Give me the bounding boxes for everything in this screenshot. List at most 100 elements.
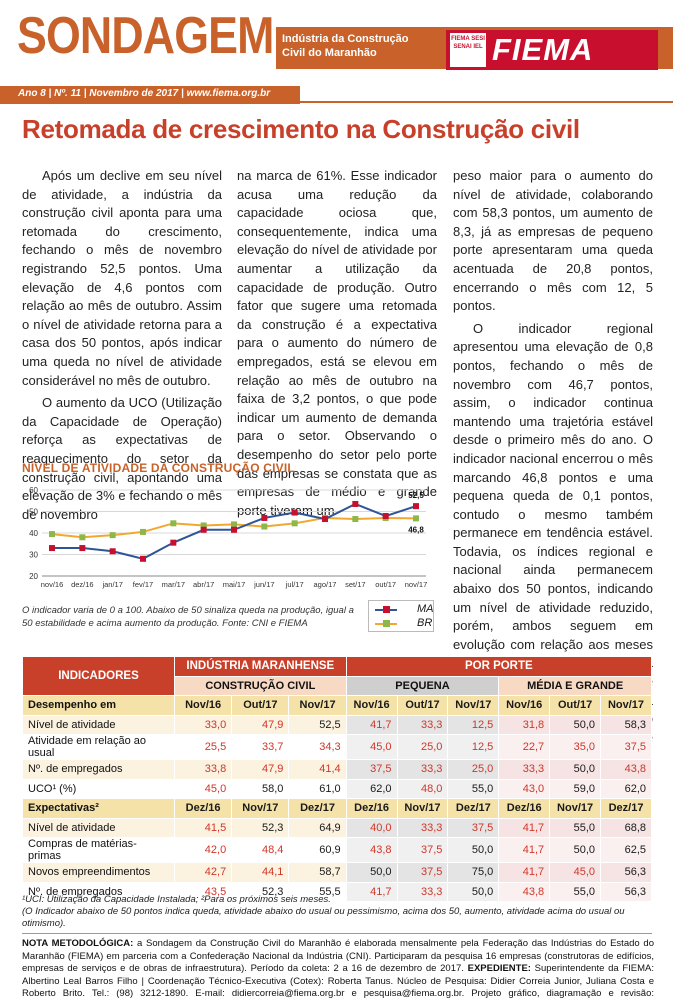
table-cell: 33,3 — [498, 759, 551, 780]
period-header: Nov/17 — [231, 798, 290, 819]
data-point-ma — [200, 526, 207, 533]
table-cell: 64,9 — [288, 817, 347, 838]
table-cell: 25,0 — [447, 759, 500, 780]
issue-bar: Ano 8 | Nº. 11 | Novembro de 2017 | www.… — [0, 86, 673, 104]
table-cell: 42,7 — [173, 862, 233, 883]
data-point-br — [200, 522, 207, 529]
subhead-line1: Indústria da Construção — [282, 33, 409, 45]
y-tick-label: 40 — [29, 529, 38, 538]
table-cell: 40,0 — [345, 817, 398, 838]
period-header: Nov/17 — [288, 695, 347, 716]
legend-label-br: BR — [417, 617, 433, 629]
table-cell: 75,0 — [447, 862, 500, 883]
table-cell: 22,7 — [498, 734, 551, 760]
period-header: Nov/17 — [396, 798, 449, 819]
data-label-br: 46,8 — [408, 525, 424, 534]
row-label: Nível de atividade — [22, 817, 175, 838]
table-row: Compras de matérias-primas 42,0 48,4 60,9 43… — [22, 837, 652, 863]
table-cell: 48,4 — [231, 837, 290, 863]
period-header: Dez/16 — [345, 798, 398, 819]
header: SONDAGEM Indústria da Construção Civil d… — [0, 0, 673, 82]
table-cell: 41,7 — [345, 881, 398, 902]
paragraph: na marca de 61%. Esse indicador acusa um… — [237, 168, 437, 518]
indicators-table: INDICADORES INDÚSTRIA MARANHENSE POR POR… — [22, 656, 653, 902]
x-tick-label: abr/17 — [193, 580, 214, 589]
table-section-desempenho: Desempenho em Nov/16 Out/17 Nov/17 Nov/16 Out… — [22, 695, 652, 799]
data-point-br — [49, 531, 55, 538]
table-cell: 59,0 — [549, 778, 602, 799]
x-tick-label: set/17 — [345, 580, 365, 589]
data-point-ma — [291, 509, 298, 516]
table-row: Nº. de empregados 43,5 52,3 55,5 41,7 33,3 50,… — [22, 881, 652, 902]
footnotes: ¹UCI: Utilização da Capacidade Instalada… — [22, 894, 662, 930]
table-cell: 41,7 — [498, 817, 551, 838]
table-cell: 34,3 — [288, 734, 347, 760]
sub-pequena: PEQUENA — [345, 675, 500, 696]
period-header: Nov/16 — [345, 695, 398, 716]
x-tick-label: mar/17 — [162, 580, 185, 589]
table-cell: 33,7 — [231, 734, 290, 760]
data-point-ma — [140, 555, 146, 562]
x-tick-label: out/17 — [375, 580, 396, 589]
table-cell: 37,5 — [447, 817, 500, 838]
data-point-br — [170, 520, 177, 527]
table-cell: 43,8 — [498, 881, 551, 902]
article-title: Retomada de crescimento na Construção ci… — [22, 114, 580, 144]
method-text2: Superintendente da FIEMA: Albertino Leal… — [22, 963, 654, 999]
table-cell: 33,3 — [396, 817, 449, 838]
table-cell: 58,0 — [231, 778, 290, 799]
table-cell: 56,3 — [600, 862, 652, 883]
table-cell: 55,0 — [549, 817, 602, 838]
footnote-line2: (O Indicador abaixo de 50 pontos indica … — [22, 906, 625, 929]
table-cell: 47,9 — [231, 714, 290, 735]
y-tick-label: 20 — [29, 572, 38, 581]
table-cell: 43,8 — [345, 837, 398, 863]
data-point-ma — [231, 526, 237, 533]
table-section-expectativas: Expectativas² Dez/16 Nov/17 Dez/17 Dez/16 Nov… — [22, 798, 652, 902]
table-cell: 52,5 — [288, 714, 347, 735]
table-cell: 50,0 — [549, 837, 602, 863]
logo-emblem: FIEMA SESI SENAI IEL — [450, 33, 486, 67]
data-point-ma — [352, 500, 359, 507]
table-cell: 42,0 — [173, 837, 233, 863]
period-header: Dez/17 — [600, 798, 652, 819]
table-cell: 25,0 — [396, 734, 449, 760]
table-cell: 56,3 — [600, 881, 652, 902]
table-cell: 41,7 — [345, 714, 398, 735]
logo-text: FIEMA — [492, 32, 594, 67]
subhead-line2: Civil do Maranhão — [282, 47, 377, 59]
data-point-br — [261, 523, 268, 530]
activity-chart: 20 30 40 50 60 nov/16 dez/16 jan/17 fev/17 mar/17… — [18, 482, 438, 590]
table-cell: 41,7 — [498, 837, 551, 863]
method-label: NOTA METODOLÓGICA: — [22, 938, 134, 949]
table-cell: 61,0 — [288, 778, 347, 799]
row-label: Nº. de empregados — [22, 881, 175, 902]
table-cell: 55,0 — [447, 778, 500, 799]
article-column-2: na marca de 61%. Esse indicador acusa um… — [237, 167, 437, 520]
table-cell: 12,5 — [447, 714, 500, 735]
period-header: Nov/17 — [549, 798, 602, 819]
row-label: Nº. de empregados — [22, 759, 175, 780]
y-tick-label: 50 — [29, 508, 38, 517]
data-point-ma — [170, 539, 177, 546]
period-header: Nov/16 — [498, 695, 551, 716]
period-header: Out/17 — [231, 695, 290, 716]
data-label-ma: 52,5 — [408, 491, 424, 500]
table-corner: INDICADORES — [22, 656, 175, 696]
table-cell: 50,0 — [447, 881, 500, 902]
period-header: Dez/17 — [288, 798, 347, 819]
table-row: Nível de atividade 41,5 52,3 64,9 40,0 33,3 37… — [22, 817, 652, 838]
table-cell: 45,0 — [173, 778, 233, 799]
paragraph: peso maior para o aumento do nível de at… — [453, 168, 653, 314]
table-cell: 52,3 — [231, 817, 290, 838]
row-label: Novos empreendimentos — [22, 862, 175, 883]
period-header: Dez/16 — [498, 798, 551, 819]
data-point-ma — [261, 514, 268, 521]
paragraph: O aumento da UCO (Utilização da Capacida… — [22, 395, 222, 522]
x-tick-label: jan/17 — [101, 580, 122, 589]
data-point-br — [109, 532, 116, 539]
table-cell: 62,0 — [345, 778, 398, 799]
chart-svg: 20 30 40 50 60 nov/16 dez/16 jan/17 fev/17 mar/17… — [29, 486, 427, 589]
period-header: Nov/17 — [447, 695, 500, 716]
table-cell: 31,8 — [498, 714, 551, 735]
